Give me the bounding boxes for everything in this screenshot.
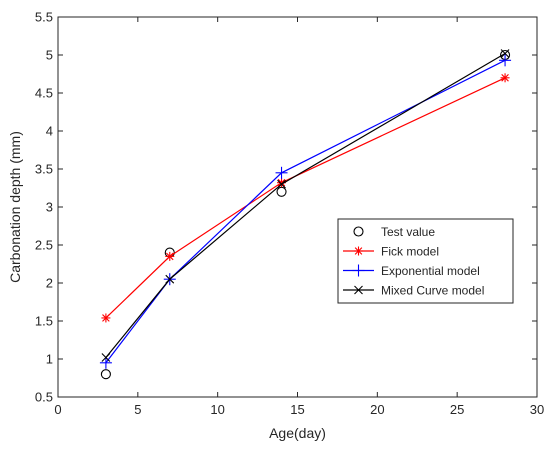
asterisk-marker-d2 [501,74,509,82]
cross-marker-b [101,353,111,362]
cross-marker [165,274,175,284]
legend-label: Fick model [381,244,439,258]
legend-label: Mixed Curve model [381,283,484,297]
cross-marker [101,353,111,362]
x-axis-label: Age(day) [269,425,326,441]
circle-marker [276,186,287,197]
asterisk-marker [101,313,111,323]
legend: Test value Fick model Exponential model Mix… [337,218,514,304]
legend-label: Exponential model [381,264,480,278]
y-tick-label: 2.5 [35,238,53,253]
cross-marker [277,179,286,189]
series-line [105,59,506,364]
x-tick-label: 20 [370,402,384,417]
y-tick-label: 4.5 [35,86,53,101]
asterisk-marker-d2 [277,178,286,187]
circle-marker [100,369,111,380]
x-tick-label: 15 [290,402,304,417]
legend-item: Fick model [343,244,439,258]
plus-marker [352,264,365,277]
x-tick-label: 30 [530,402,544,417]
y-tick-label: 5 [46,48,53,63]
ticks-layer: 0 5 10 15 20 25 30 0.5 1 1.5 2 2.5 3 3.5 4 4.5 5 5.5 [35,10,544,418]
series-line [105,52,506,358]
circle-marker [353,226,364,237]
plus-marker [275,166,288,179]
circle-marker-shape [353,226,364,237]
plot-area [57,16,538,398]
y-tick-label: 0.5 [35,390,53,405]
series-fick-model [101,73,510,323]
y-axis-label: Carbonation depth (mm) [7,131,23,283]
legend-item: Test value [353,225,435,239]
axes-box [57,16,538,398]
legend-item: Mixed Curve model [343,283,484,297]
x-tick-label: 5 [134,402,141,417]
circle-marker-shape [276,186,287,197]
asterisk-marker [500,73,510,83]
cross-marker [354,285,363,295]
y-tick-label: 4 [46,124,53,139]
plus-marker [499,54,512,67]
cross-marker-b [277,179,286,189]
y-tick-label: 5.5 [35,10,53,25]
cross-marker-b [165,274,175,284]
y-tick-label: 1 [46,352,53,367]
series-line [105,77,506,319]
legend-box [337,218,514,304]
x-tick-label: 10 [210,402,224,417]
plus-marker [99,356,112,369]
series-mixed-curve-model [101,49,510,362]
asterisk-marker [354,246,363,256]
asterisk-marker-d2 [354,247,363,255]
asterisk-marker [165,251,175,261]
cross-marker-b [354,285,363,295]
cross-marker [500,49,510,58]
circle-marker-shape [100,369,111,380]
series-layer [99,49,512,380]
y-tick-label: 3.5 [35,162,53,177]
legend-item: Exponential model [343,264,480,278]
legend-label: Test value [381,225,435,239]
asterisk-marker-d2 [102,314,110,322]
cross-marker-b [500,49,510,58]
asterisk-marker-d2 [165,252,174,261]
x-tick-label: 0 [54,402,61,417]
y-tick-label: 3 [46,200,53,215]
y-tick-label: 1.5 [35,314,53,329]
y-tick-label: 2 [46,276,53,291]
x-tick-label: 25 [450,402,464,417]
